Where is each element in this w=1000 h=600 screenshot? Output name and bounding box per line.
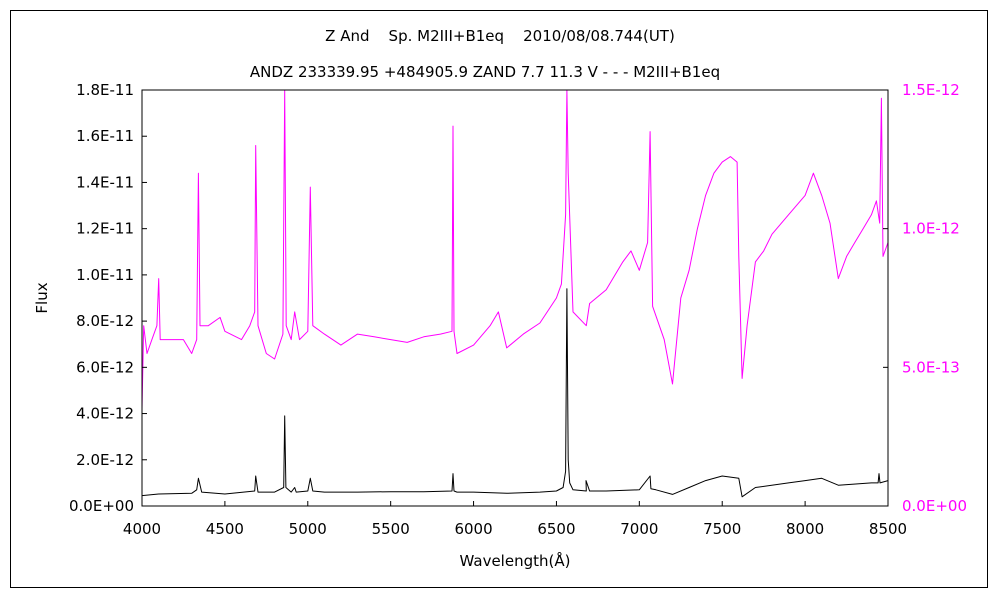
x-tick-label: 4500	[206, 520, 244, 538]
y-left-tick-label: 2.0E-12	[76, 451, 134, 469]
y-left-tick-label: 1.2E-11	[76, 220, 134, 238]
black-spectrum-line	[141, 288, 889, 498]
chart-title: Z And Sp. M2III+B1eq 2010/08/08.744(UT)	[325, 27, 675, 45]
y-right-tick-label: 1.0E-12	[902, 220, 960, 238]
x-tick-label: 6500	[537, 520, 575, 538]
plot-area	[141, 89, 889, 507]
magenta-spectrum-line	[141, 89, 889, 409]
chart-frame	[10, 10, 988, 588]
x-tick-label: 6000	[454, 520, 492, 538]
y-left-tick-label: 1.4E-11	[76, 173, 134, 191]
x-tick-label: 7500	[703, 520, 741, 538]
x-axis-label: Wavelength(Å)	[460, 551, 571, 570]
x-tick-label: 5500	[372, 520, 410, 538]
y-left-tick-label: 8.0E-12	[76, 312, 134, 330]
y-left-tick-label: 0.0E+00	[69, 497, 134, 515]
y-right-tick-label: 1.5E-12	[902, 81, 960, 99]
y-right-tick-label: 0.0E+00	[902, 497, 967, 515]
x-tick-label: 5000	[289, 520, 327, 538]
y-left-tick-label: 6.0E-12	[76, 358, 134, 376]
y-left-tick-label: 4.0E-12	[76, 405, 134, 423]
y-left-tick-label: 1.0E-11	[76, 266, 134, 284]
x-tick-label: 8500	[869, 520, 907, 538]
chart-subtitle: ANDZ 233339.95 +484905.9 ZAND 7.7 11.3 V…	[250, 63, 720, 81]
x-tick-label: 7000	[620, 520, 658, 538]
x-tick-label: 4000	[123, 520, 161, 538]
y-left-tick-label: 1.6E-11	[76, 127, 134, 145]
x-tick-label: 8000	[786, 520, 824, 538]
y-left-tick-label: 1.8E-11	[76, 81, 134, 99]
y-axis-label: Flux	[33, 282, 51, 313]
y-right-tick-label: 5.0E-13	[902, 358, 960, 376]
